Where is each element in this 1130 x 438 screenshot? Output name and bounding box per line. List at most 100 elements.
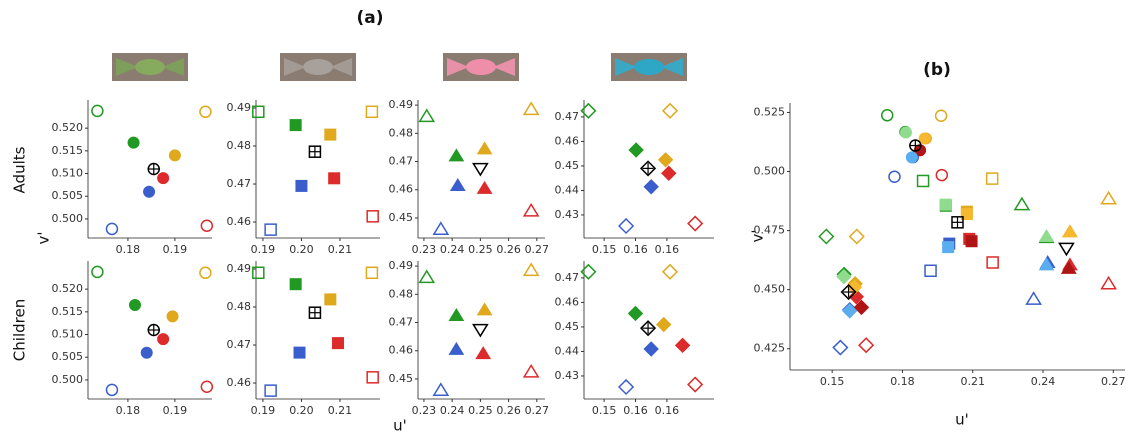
data-point (448, 148, 465, 162)
marker-shape (166, 310, 179, 323)
marker-shape (1013, 196, 1031, 211)
marker-shape (448, 308, 465, 321)
y-tick-label: 0.47 (389, 155, 414, 168)
label: (a) (356, 8, 383, 28)
x-tick-label: 0.25 (468, 243, 493, 256)
data-point (880, 109, 894, 122)
marker-shape (580, 102, 597, 119)
data-point (674, 337, 691, 354)
y-tick-label: 0.46 (227, 376, 252, 389)
data-point (661, 102, 679, 119)
data-point (628, 142, 644, 158)
data-point (639, 320, 657, 337)
data-point (308, 306, 322, 319)
marker-shape (674, 337, 691, 354)
marker-shape (105, 383, 119, 397)
marker-shape (960, 208, 973, 221)
marker-shape (687, 376, 704, 393)
marker-shape (1058, 242, 1075, 257)
data-point (848, 228, 865, 245)
label: Children (11, 299, 29, 361)
data-point (293, 346, 306, 359)
data-point (836, 268, 852, 285)
marker-shape (91, 104, 104, 118)
y-tick-label: 0.49 (389, 259, 414, 272)
marker-shape (661, 165, 677, 181)
data-point (935, 168, 949, 182)
y-tick-label: 0.46 (555, 295, 580, 308)
x-tick-label: 0.15 (592, 404, 617, 417)
marker-shape (840, 283, 857, 301)
data-point (840, 283, 857, 301)
x-tick-label: 0.24 (440, 404, 465, 417)
data-point (476, 180, 493, 194)
data-point (848, 289, 865, 305)
data-point (934, 109, 948, 123)
marker-shape (918, 132, 931, 145)
y-tick-label: 0.515 (52, 305, 84, 318)
data-point (643, 341, 659, 357)
data-point (308, 145, 322, 158)
data-point (432, 221, 450, 236)
marker-shape (618, 217, 635, 235)
marker-shape (91, 265, 104, 279)
candy-image (611, 53, 687, 81)
marker-shape (848, 228, 865, 245)
marker-shape (880, 109, 894, 122)
marker-shape (1100, 275, 1117, 290)
y-tick-label: 0.45 (389, 372, 414, 385)
data-point (324, 128, 337, 141)
candy-image (112, 53, 188, 81)
x-tick-label: 0.26 (496, 404, 521, 417)
x-tick-label: 0.20 (289, 404, 314, 417)
marker-shape (324, 293, 337, 306)
marker-shape (628, 142, 644, 158)
data-point (199, 266, 212, 280)
data-point (1038, 257, 1055, 271)
y-tick-label: 0.46 (389, 183, 414, 196)
data-point (1038, 229, 1055, 242)
marker-shape (472, 323, 489, 338)
data-point (687, 376, 704, 393)
marker-shape (627, 305, 644, 322)
data-point (472, 162, 489, 177)
marker-shape (475, 346, 492, 360)
data-point (888, 170, 901, 183)
marker-shape (687, 215, 704, 232)
x-tick-label: 0.27 (525, 243, 550, 256)
marker-shape (264, 223, 277, 236)
data-point (147, 323, 161, 337)
y-tick-label: 0.46 (389, 344, 414, 357)
marker-shape (200, 219, 214, 232)
marker-shape (432, 382, 450, 397)
data-point (899, 126, 912, 139)
data-point (924, 264, 937, 278)
marker-shape (580, 263, 597, 280)
data-point (332, 337, 345, 350)
marker-shape (965, 235, 978, 248)
marker-shape (472, 162, 489, 177)
data-point (140, 346, 153, 359)
marker-shape (448, 341, 465, 355)
y-tick-label: 0.49 (227, 101, 252, 114)
data-point (448, 308, 465, 321)
marker-shape (1060, 260, 1077, 274)
marker-shape (924, 264, 937, 278)
x-tick-label: 0.16 (623, 404, 648, 417)
marker-shape (448, 148, 465, 162)
data-point (965, 235, 978, 248)
marker-shape (476, 180, 493, 194)
marker-shape (935, 168, 949, 182)
data-point (366, 210, 379, 223)
label: Adults (11, 146, 29, 193)
data-point (522, 101, 540, 116)
marker-shape (818, 228, 835, 245)
data-point (951, 216, 964, 229)
x-tick-label: 0.18 (116, 404, 141, 417)
marker-shape (143, 185, 156, 198)
x-tick-label: 0.21 (328, 243, 353, 256)
data-point (328, 172, 341, 185)
y-tick-label: 0.515 (52, 144, 84, 157)
y-tick-label: 0.47 (227, 338, 252, 351)
data-point (918, 132, 931, 145)
